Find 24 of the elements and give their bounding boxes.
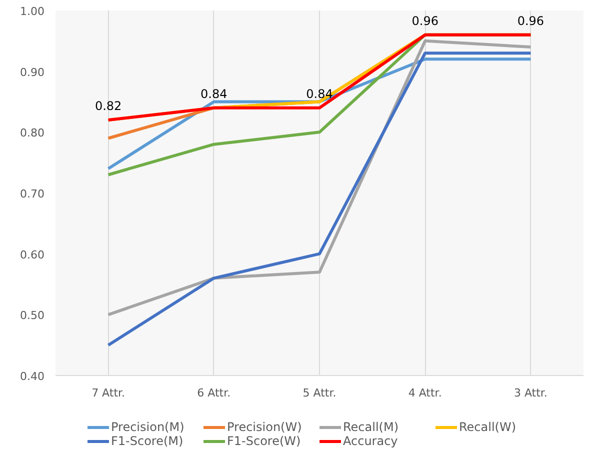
y-tick-label: 0.90 [20,66,45,79]
legend-label: Precision(W) [227,420,303,434]
legend-label: Precision(M) [111,420,186,434]
legend-label: F1-Score(W) [227,434,302,448]
data-label: 0.96 [412,14,438,28]
y-tick-label: 0.70 [20,188,45,200]
x-tick-label: 3 Attr. [514,386,548,400]
x-tick-label: 4 Attr. [408,386,442,400]
legend-label: Recall(W) [459,420,518,434]
x-tick-label: 6 Attr. [197,386,231,400]
legend-label: Recall(M) [343,420,400,434]
legend-label: F1-Score(M) [111,434,184,448]
data-label: 0.82 [94,99,122,113]
x-tick-label: 7 Attr. [92,386,126,400]
y-tick-label: 0.40 [20,370,45,383]
y-tick-label: 0.60 [20,248,45,262]
y-tick-label: 1.00 [20,5,45,18]
data-label: 0.84 [306,86,333,101]
data-label: 0.96 [517,14,544,28]
legend-label: Accuracy [343,434,399,448]
y-tick-label: 0.50 [20,309,45,322]
data-label: 0.84 [200,86,228,101]
y-tick-label: 0.80 [20,126,45,140]
x-tick-label: 5 Attr. [302,386,336,400]
